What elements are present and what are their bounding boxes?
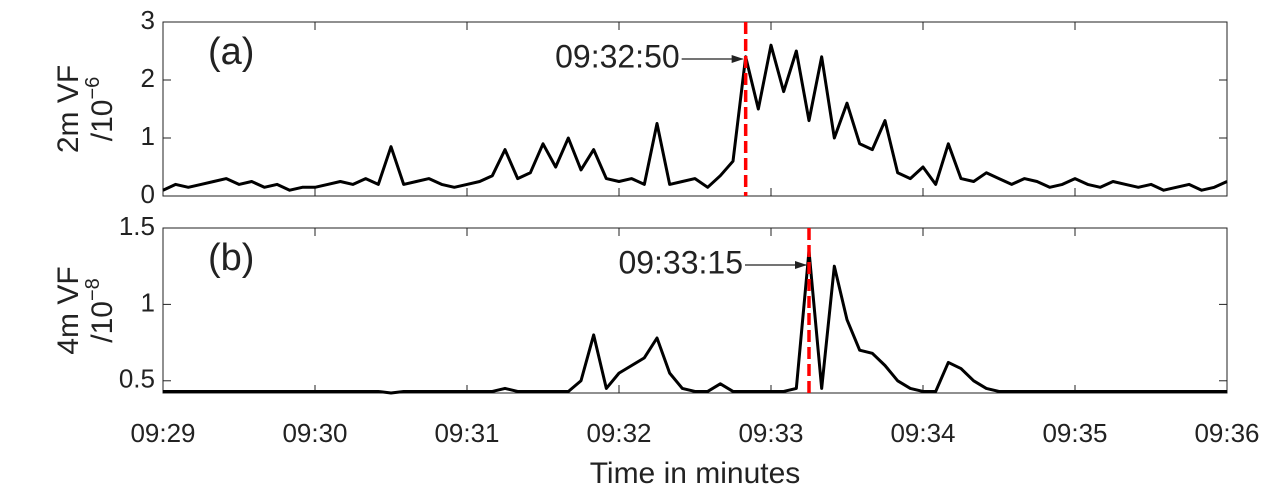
unit-exponent: −6: [82, 77, 104, 100]
y-tick-label: 0.5: [119, 364, 155, 394]
x-tick-label: 09:34: [890, 418, 955, 448]
plot-frame: [162, 21, 1228, 197]
y-tick-label: 0: [141, 179, 155, 209]
panel-label: (a): [208, 31, 254, 73]
plot-frame: [162, 227, 1228, 394]
y-axis-label-line: 4m VF: [52, 266, 85, 354]
x-tick-label: 09:32: [586, 418, 651, 448]
annotation-arrowhead: [795, 261, 807, 269]
data-line: [163, 249, 1227, 395]
x-tick-label: 09:31: [434, 418, 499, 448]
x-tick-label: 09:35: [1042, 418, 1107, 448]
annotation-text: 09:33:15: [618, 244, 743, 280]
annotation-arrowhead: [731, 55, 744, 63]
y-tick-label: 1: [141, 121, 155, 151]
y-axis-label: 2m VF/10−6: [52, 65, 119, 153]
y-tick-label: 3: [141, 5, 155, 35]
y-tick-label: 2: [141, 63, 155, 93]
x-tick-label: 09:29: [130, 418, 195, 448]
y-tick-label: 1.5: [119, 211, 155, 241]
x-tick-label: 09:36: [1194, 418, 1259, 448]
x-tick-label: 09:33: [738, 418, 803, 448]
y-axis-label-unit: /10−6: [82, 77, 119, 142]
unit-base: /10: [86, 100, 119, 142]
data-line: [162, 43, 1228, 192]
y-axis-label-unit: /10−8: [82, 278, 119, 343]
unit-exponent: −8: [82, 278, 104, 301]
annotation-text: 09:32:50: [555, 38, 680, 74]
y-tick-label: 1: [141, 287, 155, 317]
panel-label: (b): [208, 237, 254, 279]
y-axis-label: 4m VF/10−8: [52, 266, 119, 354]
x-axis-label: Time in minutes: [590, 457, 801, 490]
x-tick-label: 09:30: [282, 418, 347, 448]
y-axis-label-line: 2m VF: [52, 65, 85, 153]
unit-base: /10: [86, 301, 119, 343]
